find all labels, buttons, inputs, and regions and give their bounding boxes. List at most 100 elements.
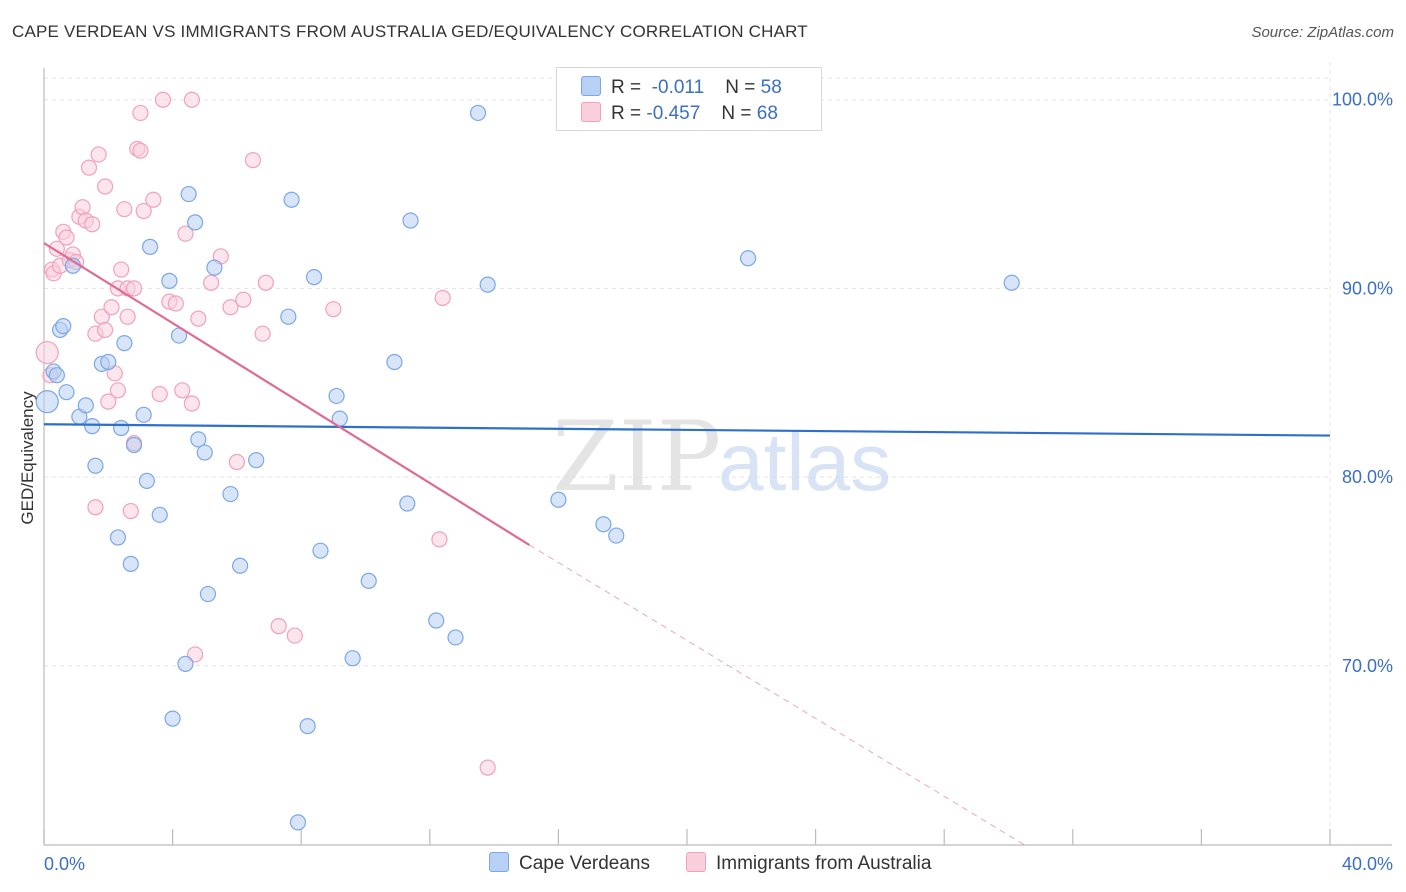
cape-verdean-point [161, 272, 178, 289]
cape-verdean-point [248, 452, 265, 469]
immigrant-australia-point [257, 274, 274, 291]
immigrant-australia-point [479, 759, 496, 776]
cape-verdean-point [187, 214, 204, 231]
cape-verdean-point [280, 308, 297, 325]
series-immigrants-australia-points [35, 91, 496, 776]
cape-verdean-point [360, 572, 377, 589]
immigrant-australia-point [113, 261, 130, 278]
immigrant-australia-point [125, 280, 143, 297]
legend-r-value: -0.457 [646, 103, 701, 124]
axes [43, 68, 1392, 846]
y-tick-label: 80.0% [1342, 467, 1393, 487]
cape-verdean-point [299, 718, 316, 735]
cape-verdean-point [289, 814, 307, 831]
immigrant-australia-point [100, 393, 117, 410]
legend-row-immigrants-australia: R = -0.457 N = 68 [581, 102, 778, 125]
cape-verdean-point [199, 585, 217, 603]
immigrant-australia-point [190, 310, 207, 327]
bottom-legend-swatch-blue [489, 852, 509, 872]
immigrant-australia-point [154, 91, 172, 108]
legend-n-value: 58 [760, 77, 782, 98]
immigrant-australia-point [132, 104, 149, 122]
cape-verdean-point [402, 212, 419, 229]
immigrant-australia-point [177, 225, 194, 242]
immigrant-australia-point [325, 301, 342, 318]
cape-verdean-point [196, 444, 213, 461]
immigrant-australia-point [90, 146, 107, 163]
cape-verdean-point [177, 655, 194, 672]
cape-verdean-point [206, 259, 223, 276]
cape-verdean-point [479, 276, 496, 293]
immigrant-australia-point [96, 321, 114, 339]
cape-verdean-point [222, 485, 239, 503]
cape-verdean-point [283, 191, 300, 208]
immigrant-australia-point [74, 199, 91, 216]
cape-verdean-point [608, 527, 625, 544]
legend-n-label: N = [725, 77, 756, 98]
bottom-legend-label: Cape Verdeans [519, 853, 650, 874]
legend-swatch-blue [581, 76, 601, 96]
immigrant-australia-point [35, 340, 59, 365]
immigrant-australia-point [132, 142, 149, 159]
immigrant-australia-point [80, 159, 98, 176]
cape-verdean-point [48, 367, 65, 384]
legend-r-label: R = [611, 103, 642, 124]
immigrant-australia-point [151, 385, 168, 403]
immigrant-australia-point [167, 295, 184, 312]
cape-verdean-point [116, 335, 133, 352]
chart-title: CAPE VERDEAN VS IMMIGRANTS FROM AUSTRALI… [12, 22, 808, 41]
y-axis-label: GED/Equivalency [18, 391, 37, 525]
immigrant-australia-point [270, 618, 287, 635]
cape-verdean-point [386, 353, 403, 371]
immigrant-australia-point [58, 229, 75, 246]
immigrant-australia-point [87, 499, 104, 516]
cape-verdean-point [84, 418, 101, 435]
trend-line-immigrants-australia [43, 242, 531, 546]
immigrant-australia-point [122, 502, 139, 520]
cape-verdean-point [87, 457, 104, 474]
immigrant-australia-point [116, 201, 133, 218]
legend-swatch-pink [581, 102, 601, 122]
cape-verdean-point [55, 318, 72, 335]
series-cape-verdeans-points [35, 104, 1020, 831]
cape-verdean-point [344, 650, 361, 667]
trend-extension-immigrants-australia [529, 544, 1025, 846]
cape-verdean-point [1003, 274, 1020, 291]
bottom-legend-swatch-pink [686, 852, 706, 872]
cape-verdean-point [100, 353, 117, 371]
cape-verdean-point [328, 387, 345, 405]
immigrant-australia-point [109, 382, 127, 399]
legend-n-label: N = [721, 103, 752, 124]
bottom-legend-cape-verdeans: Cape Verdeans [489, 852, 650, 875]
cape-verdean-point [122, 555, 139, 572]
cape-verdean-point [135, 406, 152, 423]
watermark: ZIP atlas [552, 401, 891, 513]
cape-verdean-point [190, 431, 207, 448]
immigrant-australia-point [96, 178, 114, 195]
cape-verdean-point [312, 542, 329, 559]
legend-row-cape-verdeans: R = -0.011 N = 58 [581, 76, 782, 99]
immigrant-australia-point [135, 202, 152, 220]
y-tick-label: 100.0% [1332, 90, 1393, 110]
cape-verdean-point [141, 238, 159, 256]
legend-r-label: R = [611, 77, 642, 98]
cape-verdean-point [109, 529, 127, 546]
immigrant-australia-point [203, 274, 220, 291]
immigrant-australia-point [228, 453, 245, 471]
immigrant-australia-point [431, 531, 448, 548]
y-tick-label: 70.0% [1342, 656, 1393, 676]
correlation-legend: R = -0.011 N = 58 R = -0.457 N = 68 [556, 67, 822, 131]
cape-verdean-point [77, 397, 94, 414]
source-label: Source: ZipAtlas.com [1251, 24, 1394, 41]
immigrant-australia-point [183, 395, 200, 412]
immigrant-australia-point [187, 646, 204, 663]
cape-verdean-point [164, 710, 181, 727]
immigrant-australia-point [103, 299, 120, 316]
immigrant-australia-point [222, 299, 239, 316]
tick-labels: 70.0% 80.0% 90.0% 100.0% 0.0% 40.0% [44, 90, 1393, 874]
cape-verdean-point [35, 390, 59, 414]
x-tick-label-min: 0.0% [44, 854, 85, 874]
cape-verdean-point [550, 491, 567, 508]
immigrant-australia-point [244, 152, 262, 169]
